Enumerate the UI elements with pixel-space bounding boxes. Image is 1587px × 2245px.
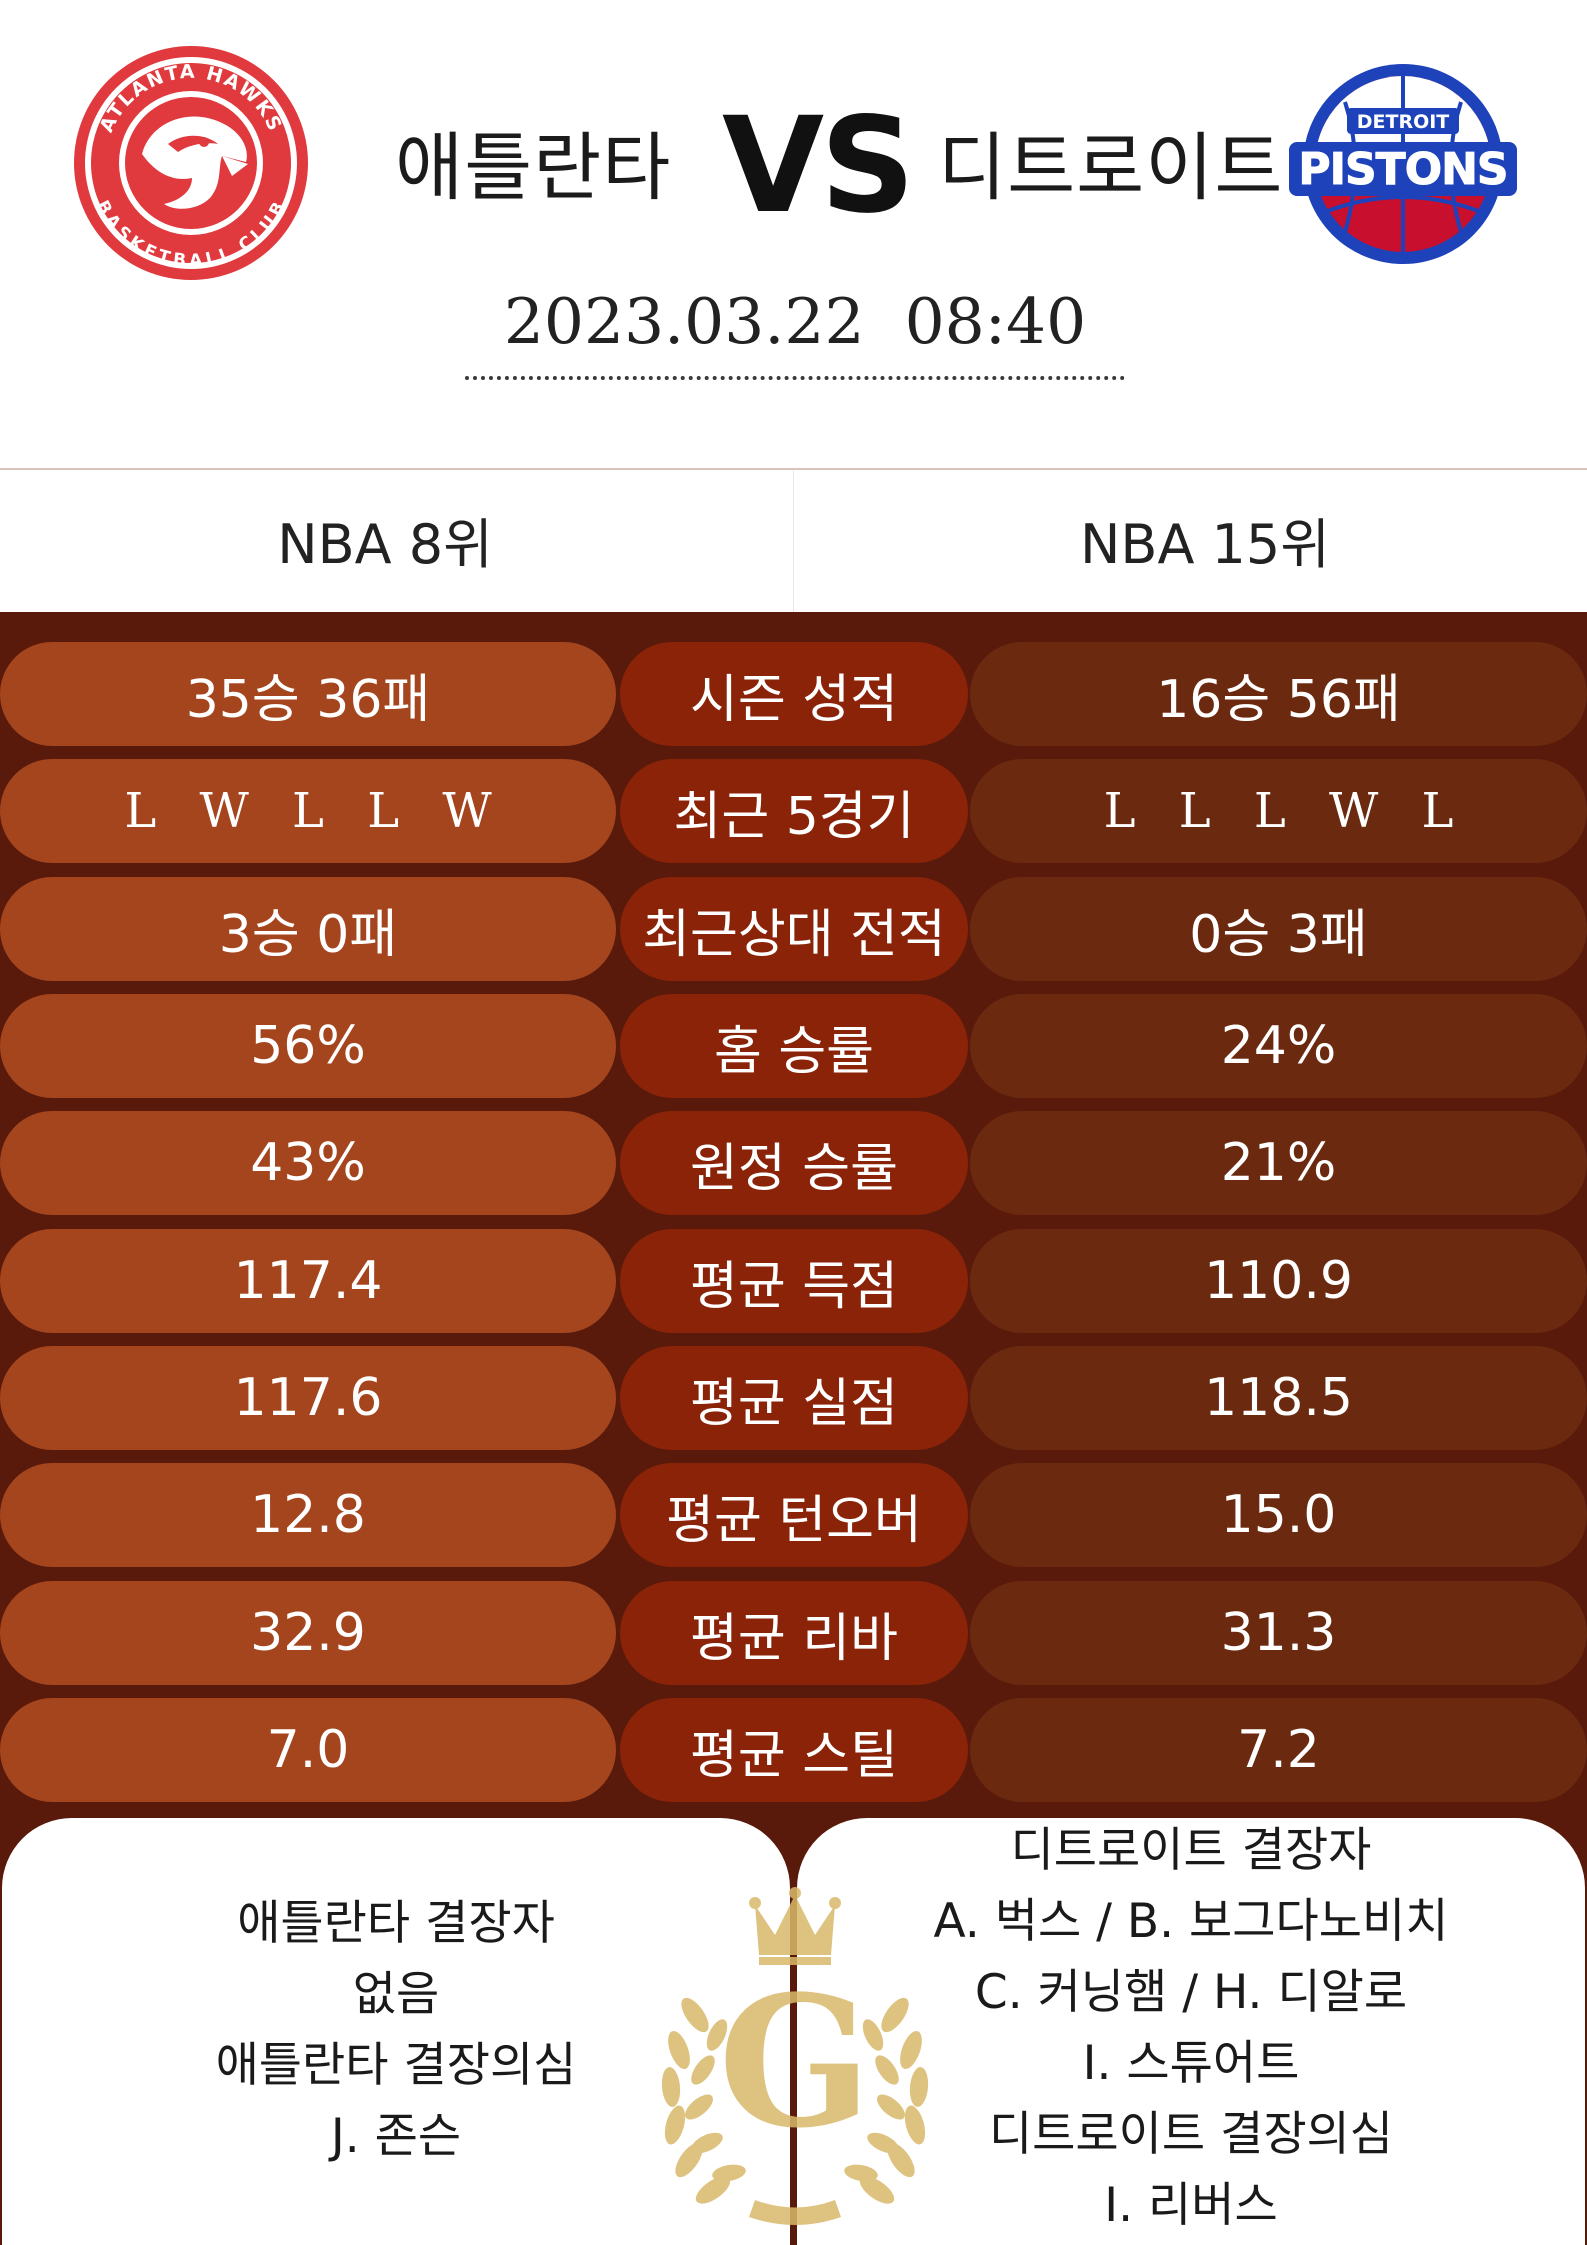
stat-row-steals: 7.0 평균 스틸 7.2 bbox=[0, 1698, 1587, 1802]
stat-row-allowed: 117.6 평균 실점 118.5 bbox=[0, 1346, 1587, 1450]
stat-row-last5: L W L L W 최근 5경기 L L L W L bbox=[0, 759, 1587, 863]
stat-row-rebounds: 32.9 평균 리바 31.3 bbox=[0, 1581, 1587, 1685]
stat-label: 시즌 성적 bbox=[620, 642, 968, 746]
stat-row-h2h: 3승 0패 최근상대 전적 0승 3패 bbox=[0, 877, 1587, 981]
stat-label: 홈 승률 bbox=[620, 994, 968, 1098]
match-datetime: 2023.03.22 08:40 bbox=[503, 285, 1087, 358]
home-stat-value: 117.4 bbox=[0, 1229, 616, 1333]
away-absences-value: I. 스튜어트 bbox=[1082, 2036, 1300, 2091]
laurel-crown-emblem-icon: G bbox=[661, 1887, 929, 2225]
pistons-logo-icon: DETROIT PISTONS bbox=[1289, 64, 1517, 264]
home-absences-value: 없음 bbox=[352, 1967, 440, 2022]
home-stat-value: 12.8 bbox=[0, 1463, 616, 1567]
home-team-name: 애틀란타 bbox=[395, 125, 672, 211]
home-doubtful-value: J. 존슨 bbox=[330, 2109, 462, 2164]
stat-label: 평균 리바 bbox=[620, 1581, 968, 1685]
emblem-letter: G bbox=[718, 1957, 872, 2168]
rank-divider bbox=[793, 470, 794, 612]
away-absences-title: 디트로이트 결장자 bbox=[1010, 1823, 1372, 1878]
away-rank: NBA 15위 bbox=[1080, 513, 1330, 576]
home-stat-value: 56% bbox=[0, 994, 616, 1098]
stat-label: 평균 실점 bbox=[620, 1346, 968, 1450]
away-stat-value: 31.3 bbox=[970, 1581, 1587, 1685]
away-stat-value: 21% bbox=[970, 1111, 1587, 1215]
stat-row-season: 35승 36패 시즌 성적 16승 56패 bbox=[0, 642, 1587, 746]
stat-row-points: 117.4 평균 득점 110.9 bbox=[0, 1229, 1587, 1333]
away-team-name: 디트로이트 bbox=[938, 125, 1284, 211]
stat-label: 평균 턴오버 bbox=[620, 1463, 968, 1567]
away-stat-value: 16승 56패 bbox=[970, 642, 1587, 746]
home-stat-value: 7.0 bbox=[0, 1698, 616, 1802]
home-absences-title: 애틀란타 결장자 bbox=[237, 1896, 555, 1951]
home-stat-value: 32.9 bbox=[0, 1581, 616, 1685]
away-stat-value: 15.0 bbox=[970, 1463, 1587, 1567]
header-divider bbox=[0, 468, 1587, 470]
away-stat-value: L L L W L bbox=[970, 759, 1587, 863]
away-doubtful-title: 디트로이트 결장의심 bbox=[988, 2107, 1394, 2162]
stat-label: 원정 승률 bbox=[620, 1111, 968, 1215]
away-absences-value: C. 커닝햄 / H. 디알로 bbox=[974, 1965, 1408, 2020]
pistons-logo-top-text: DETROIT bbox=[1357, 111, 1450, 133]
datetime-underline bbox=[465, 376, 1125, 380]
pistons-logo-bottom-text: PISTONS bbox=[1298, 144, 1507, 195]
stat-row-turnovers: 12.8 평균 턴오버 15.0 bbox=[0, 1463, 1587, 1567]
away-absences-value: A. 벅스 / B. 보그다노비치 bbox=[933, 1894, 1449, 1949]
stat-label: 최근 5경기 bbox=[620, 759, 968, 863]
home-stat-value: 43% bbox=[0, 1111, 616, 1215]
away-stat-value: 7.2 bbox=[970, 1698, 1587, 1802]
away-doubtful-value: I. 리버스 bbox=[1104, 2178, 1278, 2233]
away-absences-card: 디트로이트 결장자 A. 벅스 / B. 보그다노비치 C. 커닝햄 / H. … bbox=[797, 1818, 1585, 2245]
vs-label: VS bbox=[722, 89, 915, 243]
stat-label: 최근상대 전적 bbox=[620, 877, 968, 981]
stat-label: 평균 스틸 bbox=[620, 1698, 968, 1802]
home-stat-value: 35승 36패 bbox=[0, 642, 616, 746]
stat-label: 평균 득점 bbox=[620, 1229, 968, 1333]
home-stat-value: 3승 0패 bbox=[0, 877, 616, 981]
home-absences-card: 애틀란타 결장자 없음 애틀란타 결장의심 J. 존슨 bbox=[2, 1818, 790, 2245]
away-stat-value: 110.9 bbox=[970, 1229, 1587, 1333]
match-header: ATLANTA HAWKS BASKETBALL CLUB 애틀란타 VS 디트… bbox=[0, 0, 1587, 468]
home-stat-value: L W L L W bbox=[0, 759, 616, 863]
away-stat-value: 24% bbox=[970, 994, 1587, 1098]
stat-row-away-winrate: 43% 원정 승률 21% bbox=[0, 1111, 1587, 1215]
home-doubtful-title: 애틀란타 결장의심 bbox=[215, 2038, 577, 2093]
stats-table: 35승 36패 시즌 성적 16승 56패 L W L L W 최근 5경기 L… bbox=[0, 612, 1587, 1812]
hawks-logo-icon: ATLANTA HAWKS BASKETBALL CLUB bbox=[74, 46, 308, 280]
home-rank: NBA 8위 bbox=[277, 513, 493, 576]
away-stat-value: 118.5 bbox=[970, 1346, 1587, 1450]
away-stat-value: 0승 3패 bbox=[970, 877, 1587, 981]
home-stat-value: 117.6 bbox=[0, 1346, 616, 1450]
stat-row-home-winrate: 56% 홈 승률 24% bbox=[0, 994, 1587, 1098]
